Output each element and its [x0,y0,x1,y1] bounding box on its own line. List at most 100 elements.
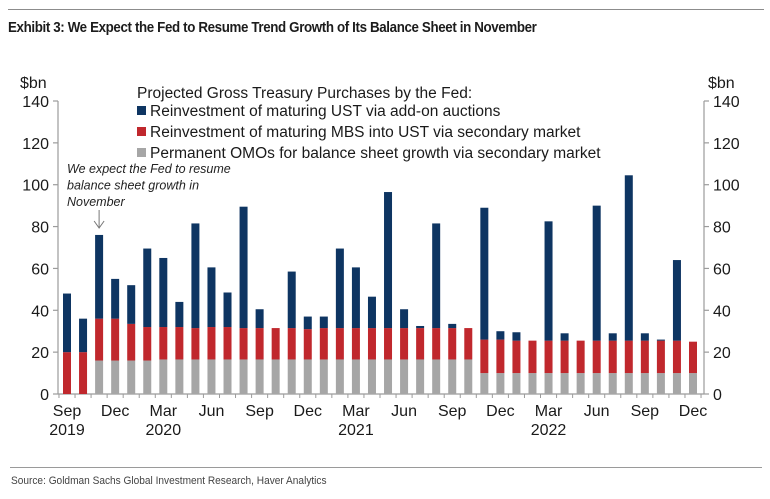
left-y-tick-label: 20 [31,345,49,362]
x-tick-label-month: Sep [438,403,467,420]
x-tick-label-month: Mar [150,403,178,420]
bar-ust-addon [672,260,681,341]
x-tick-label-month: Dec [101,403,129,420]
bar-mbs-reinvestment [303,329,312,360]
bar-mbs-reinvestment [512,340,521,374]
bar-omo [480,373,489,394]
bar-ust-addon [432,223,441,329]
bar-ust-addon [111,278,120,319]
x-tick-label-month: Jun [199,403,225,420]
right-y-tick-label: 40 [713,303,731,320]
bar-omo [367,359,376,394]
bar-ust-addon [127,285,136,324]
right-y-tick-label: 120 [713,136,740,153]
bar-mbs-reinvestment [448,328,457,360]
bar-ust-addon [416,325,425,329]
bar-mbs-reinvestment [560,340,569,374]
bar-mbs-reinvestment [351,328,360,360]
bar-omo [159,359,168,394]
bar-mbs-reinvestment [159,327,168,360]
annotation-text-line: balance sheet growth in [67,179,199,193]
bar-mbs-reinvestment [416,328,425,360]
bar-ust-addon [143,248,152,328]
bar-omo [544,373,553,394]
bar-mbs-reinvestment [672,340,681,374]
bar-mbs-reinvestment [592,340,601,374]
bar-omo [175,359,184,394]
bar-mbs-reinvestment [79,352,88,394]
bar-mbs-reinvestment [544,340,553,374]
top-divider [8,9,764,10]
down-arrow-icon-head [93,220,105,229]
legend-item-ust-addon-label: Reinvestment of maturing UST via add-on … [150,103,501,120]
bar-omo [624,373,633,394]
left-y-tick-label: 40 [31,303,49,320]
right-y-axis-unit: $bn [708,75,735,92]
bar-omo [528,373,537,394]
bar-mbs-reinvestment [689,341,697,374]
right-y-tick-label: 20 [713,345,731,362]
left-y-axis-unit: $bn [20,75,47,92]
bar-mbs-reinvestment [576,340,585,374]
bar-ust-addon [159,257,168,328]
bar-mbs-reinvestment [496,339,505,374]
left-y-tick-label: 100 [22,178,49,195]
bar-ust-addon [79,318,88,353]
bar-mbs-reinvestment [464,328,473,360]
bar-omo [303,359,312,394]
bar-ust-addon [287,271,296,329]
x-tick-label-year: 2020 [146,422,182,439]
x-tick-label-month: Sep [53,403,82,420]
bar-ust-addon [624,175,633,341]
bar-mbs-reinvestment [528,340,537,374]
bar-ust-addon [63,293,71,353]
x-tick-label-month: Dec [679,403,707,420]
bar-omo [127,360,136,394]
right-y-tick-label: 0 [713,387,722,404]
bar-mbs-reinvestment [656,340,665,374]
bar-omo [576,373,585,394]
legend-item-mbs-reinvestment-label: Reinvestment of maturing MBS into UST vi… [150,124,581,141]
bar-ust-addon [656,339,665,341]
x-tick-label-month: Mar [535,403,563,420]
bar-ust-addon [608,333,617,341]
bar-ust-addon [319,316,328,329]
left-y-tick-label: 0 [40,387,49,404]
bar-mbs-reinvestment [143,327,152,361]
bar-ust-addon [496,331,505,340]
bar-ust-addon [640,333,649,341]
bar-omo [239,359,248,394]
bar-mbs-reinvestment [223,327,232,360]
bar-omo [143,360,152,394]
x-tick-label-month: Jun [391,403,417,420]
bar-ust-addon [544,221,553,341]
bar-omo [416,359,425,394]
bar-mbs-reinvestment [319,328,328,360]
bar-mbs-reinvestment [480,339,489,374]
bar-mbs-reinvestment [400,328,409,360]
bar-mbs-reinvestment [111,318,120,361]
left-y-tick-label: 140 [22,94,49,111]
exhibit-title: Exhibit 3: We Expect the Fed to Resume T… [8,20,537,36]
bar-ust-addon [400,309,409,329]
bar-mbs-reinvestment [191,328,200,360]
annotation-text-line: We expect the Fed to resume [67,162,231,176]
bar-omo [496,373,505,394]
bar-omo [207,359,216,394]
bar-omo [400,359,409,394]
bar-mbs-reinvestment [271,328,280,360]
bar-mbs-reinvestment [640,340,649,374]
x-tick-label-year: 2022 [531,422,567,439]
x-tick-label-month: Sep [245,403,274,420]
bar-ust-addon [239,206,248,329]
bar-omo [384,359,393,394]
bar-ust-addon [384,192,393,329]
legend-title: Projected Gross Treasury Purchases by th… [137,85,472,102]
bar-omo [512,373,521,394]
source-note: Source: Goldman Sachs Global Investment … [11,475,327,487]
bar-ust-addon [191,223,200,329]
x-tick-label-month: Jun [584,403,610,420]
bar-omo [560,373,569,394]
bar-ust-addon [223,292,232,328]
